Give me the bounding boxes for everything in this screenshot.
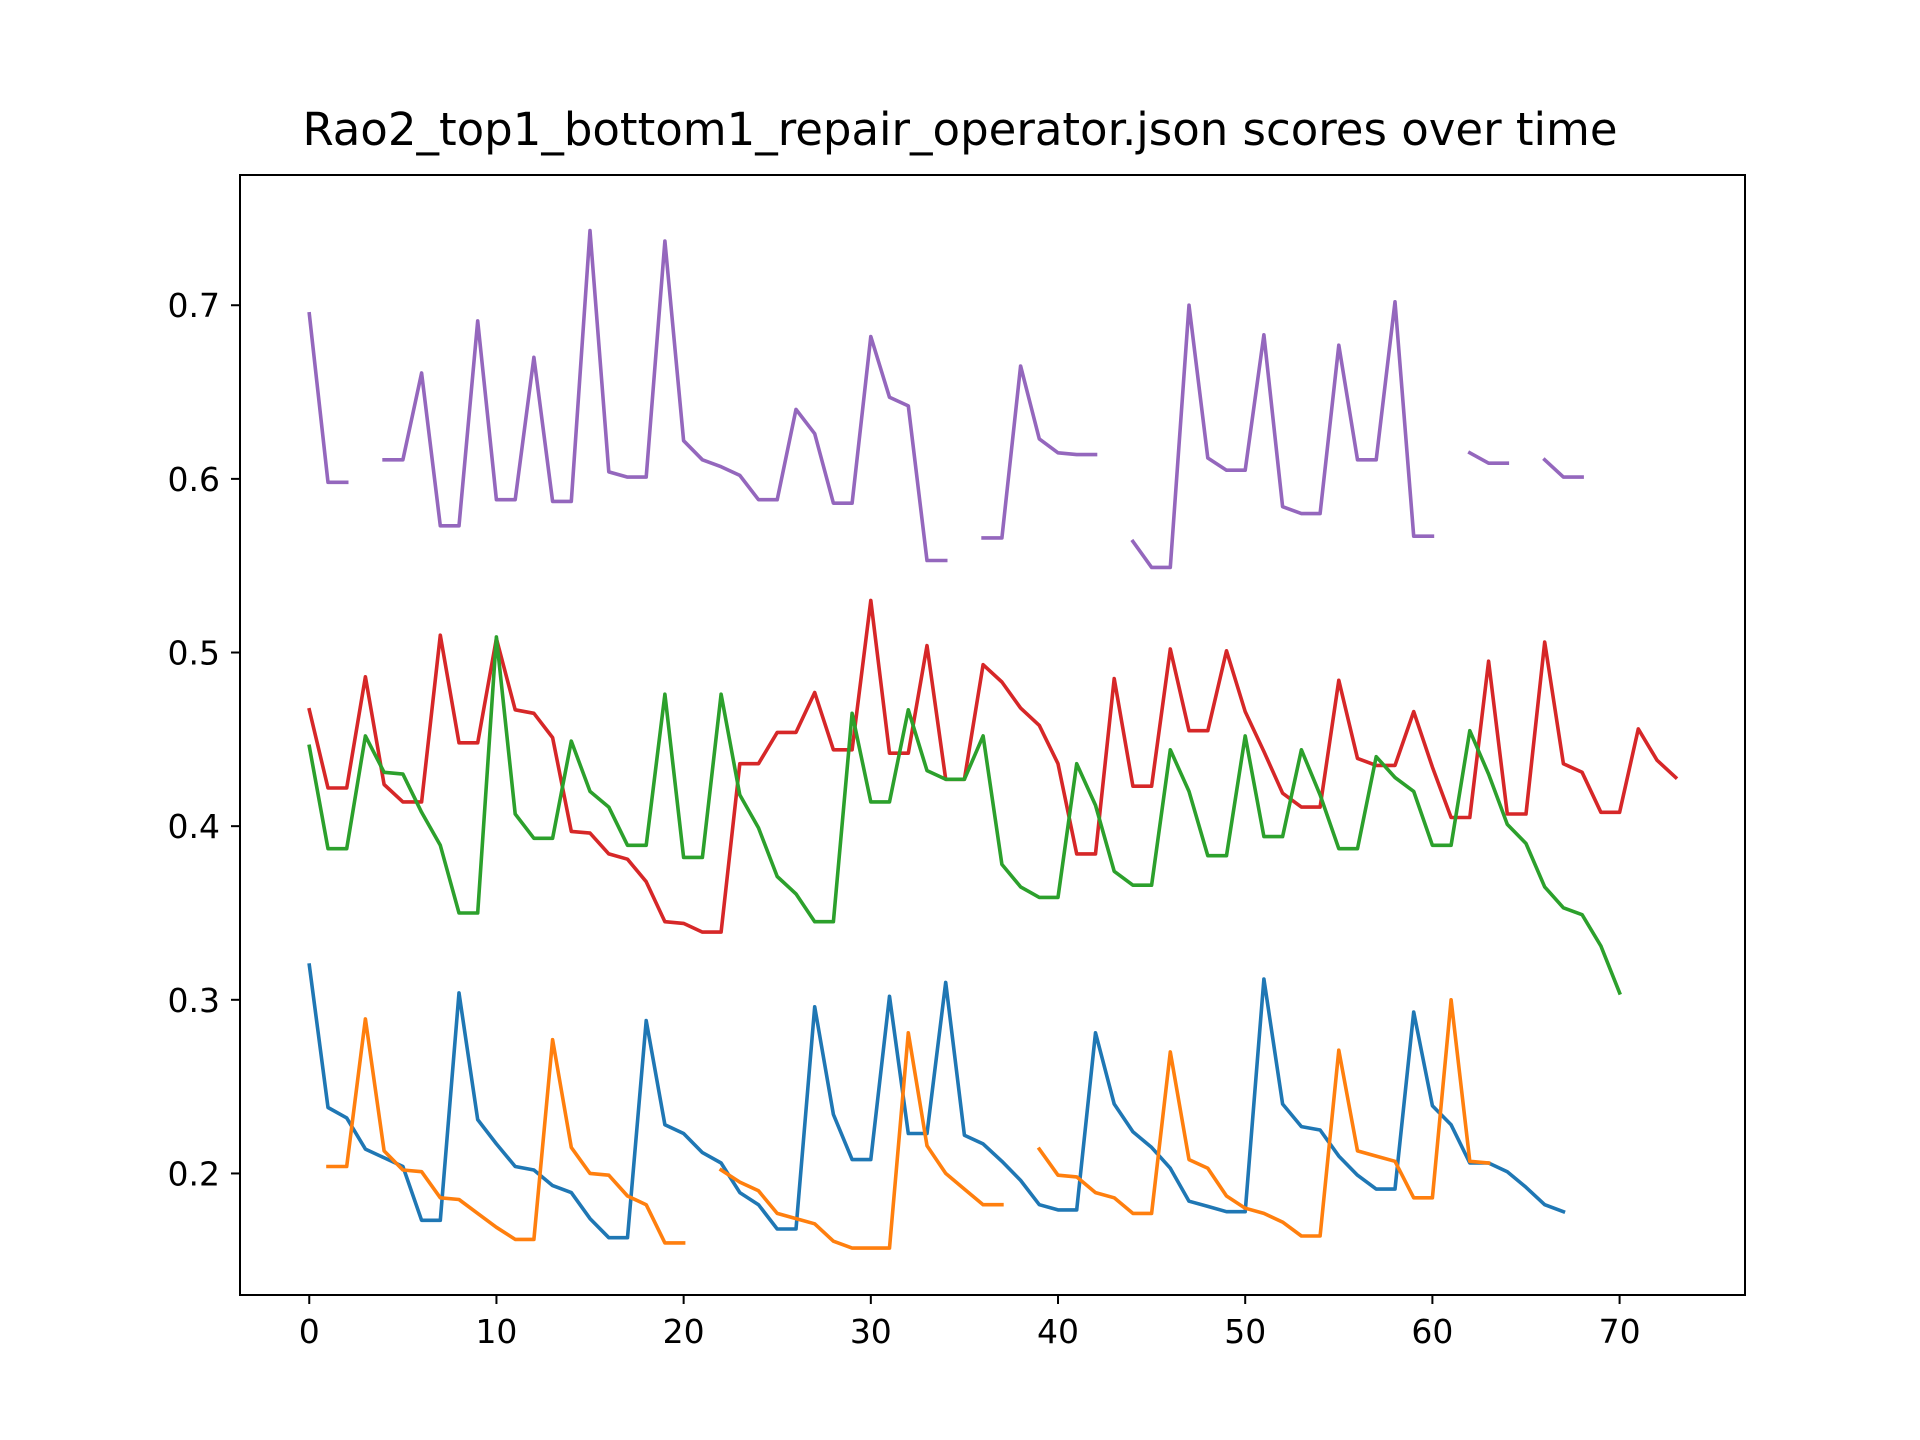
- y-tick-label: 0.3: [168, 981, 220, 1020]
- series-0-line-segment-3: [1130, 300, 1435, 570]
- y-tick-label: 0.7: [168, 286, 220, 325]
- x-tick-label: 0: [299, 1312, 320, 1351]
- x-tick-label: 20: [663, 1312, 705, 1351]
- x-tick-label: 30: [850, 1312, 892, 1351]
- series-0-line-segment-0: [307, 311, 349, 485]
- x-tick-label: 50: [1224, 1312, 1266, 1351]
- series-1-line-segment-0: [307, 598, 1679, 934]
- plot-frame: [239, 174, 1746, 1296]
- y-tick-label: 0.4: [168, 807, 220, 846]
- series-4-line-segment-1: [718, 1031, 1004, 1250]
- chart-title: Rao2_top1_bottom1_repair_operator.json s…: [302, 103, 1618, 156]
- series-4-line-segment-2: [1036, 998, 1491, 1238]
- series-0-line-segment-2: [981, 364, 1098, 540]
- y-tick-label: 0.5: [168, 634, 220, 673]
- x-tick-label: 10: [475, 1312, 517, 1351]
- series-3-line-segment-0: [307, 963, 1566, 1240]
- x-tick-label: 70: [1599, 1312, 1641, 1351]
- series-2-line-segment-0: [307, 635, 1622, 996]
- x-tick-label: 60: [1411, 1312, 1453, 1351]
- series-4-line-segment-0: [326, 1017, 686, 1245]
- series-0-line-segment-4: [1467, 450, 1510, 465]
- y-tick-label: 0.6: [168, 460, 220, 499]
- y-tick-label: 0.2: [168, 1154, 220, 1193]
- series-0-line-segment-5: [1542, 457, 1584, 479]
- series-0-line-segment-1: [382, 228, 948, 563]
- x-tick-label: 40: [1037, 1312, 1079, 1351]
